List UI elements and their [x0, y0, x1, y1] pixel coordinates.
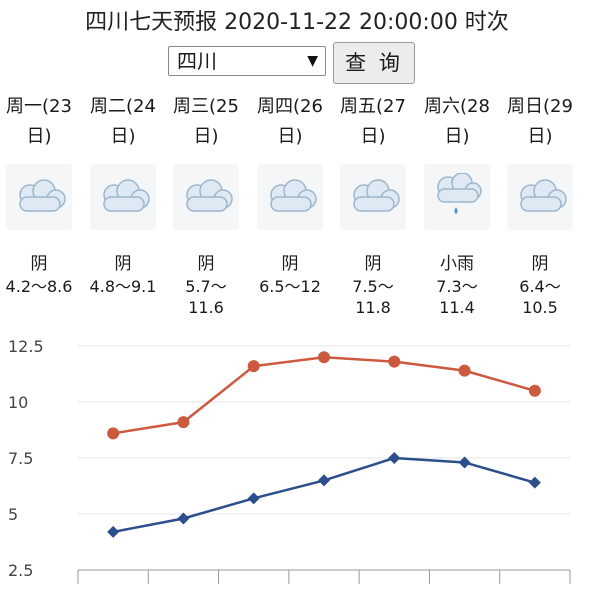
forecast-day: 周一(23 日) 阴 4.2～8.6: [1, 92, 77, 297]
day-temp-range: 4.8～9.1: [89, 277, 157, 296]
day-temp-range-cont: 11.8: [355, 298, 391, 317]
series-line-0: [112, 355, 536, 435]
data-point: [458, 364, 471, 377]
light-rain-icon: [424, 164, 490, 230]
data-point: [107, 525, 120, 538]
chevron-down-icon: ▼: [307, 53, 318, 69]
day-temp-range: 4.2～8.6: [5, 277, 73, 296]
y-tick-label: 10: [8, 393, 28, 412]
day-name: 周三(25: [173, 96, 239, 117]
day-name-suffix: 日): [444, 126, 470, 147]
cloudy-icon: [173, 164, 239, 230]
data-point: [528, 476, 541, 489]
data-point: [177, 416, 190, 429]
region-select[interactable]: 四川 ▼: [168, 46, 326, 76]
data-point: [318, 474, 330, 487]
y-tick-label: 7.5: [8, 449, 33, 468]
day-condition: 阴: [114, 254, 132, 274]
day-condition: 小雨: [440, 254, 474, 274]
data-point: [528, 384, 541, 397]
day-temp-range-cont: 11.6: [188, 298, 224, 317]
cloudy-icon: [340, 164, 406, 230]
data-point: [247, 492, 260, 505]
forecast-days: 周一(23 日) 阴 4.2～8.6 周二(24 日) 阴 4.8～9.1 周三…: [0, 92, 594, 322]
query-button[interactable]: 查 询: [333, 42, 415, 84]
day-name-suffix: 日): [110, 126, 136, 147]
day-temp-range-cont: 11.4: [439, 298, 475, 317]
forecast-day: 周五(27 日) 阴 7.5～ 11.8: [335, 92, 411, 318]
day-condition: 阴: [197, 254, 215, 274]
cloudy-icon: [6, 164, 72, 230]
day-condition: 阴: [364, 254, 382, 274]
day-name-suffix: 日): [360, 126, 386, 147]
day-temp-range: 6.4～: [519, 277, 561, 296]
day-temp-range: 7.3～: [436, 277, 478, 296]
cloudy-icon: [257, 164, 323, 230]
day-temp-range: 5.7～: [185, 277, 227, 296]
forecast-day: 周六(28 日) 小雨 7.3～ 11.4: [419, 92, 495, 318]
day-name-suffix: 日): [527, 126, 553, 147]
y-tick-label: 5: [8, 505, 18, 524]
cloudy-icon: [90, 164, 156, 230]
data-point: [107, 427, 120, 440]
day-name: 周日(29: [507, 96, 573, 117]
series-line-1: [112, 456, 536, 534]
data-point: [388, 452, 401, 464]
data-point: [458, 456, 471, 469]
day-name: 周五(27: [340, 96, 406, 117]
day-condition: 阴: [531, 254, 549, 274]
temperature-line-chart: 2.5 5 7.5 10 12.5: [8, 337, 571, 584]
forecast-day: 周二(24 日) 阴 4.8～9.1: [85, 92, 161, 297]
page-title: 四川七天预报 2020-11-22 20:00:00 时次: [85, 10, 509, 35]
day-temp-range: 7.5～: [352, 277, 394, 296]
forecast-day: 周日(29 日) 阴 6.4～ 10.5: [502, 92, 578, 318]
data-point: [247, 360, 260, 373]
day-name-suffix: 日): [26, 126, 52, 147]
region-select-value: 四川: [177, 49, 217, 73]
forecast-day: 周四(26 日) 阴 6.5～12: [252, 92, 328, 297]
day-condition: 阴: [30, 254, 48, 274]
day-name: 周六(28: [424, 96, 490, 117]
data-point: [177, 512, 190, 525]
forecast-day: 周三(25 日) 阴 5.7～ 11.6: [168, 92, 244, 318]
cloudy-icon: [507, 164, 573, 230]
data-point: [388, 355, 401, 368]
day-temp-range: 6.5～12: [259, 277, 321, 296]
day-temp-range-cont: 10.5: [522, 298, 558, 317]
day-name: 周一(23: [6, 96, 72, 117]
data-point: [318, 351, 330, 364]
y-tick-label: 12.5: [8, 337, 44, 356]
day-name: 周四(26: [257, 96, 323, 117]
query-controls: 四川 ▼ 查 询: [168, 42, 428, 84]
day-name: 周二(24: [90, 96, 156, 117]
day-condition: 阴: [281, 254, 299, 274]
day-name-suffix: 日): [193, 126, 219, 147]
y-tick-label: 2.5: [8, 561, 33, 580]
day-name-suffix: 日): [277, 126, 303, 147]
